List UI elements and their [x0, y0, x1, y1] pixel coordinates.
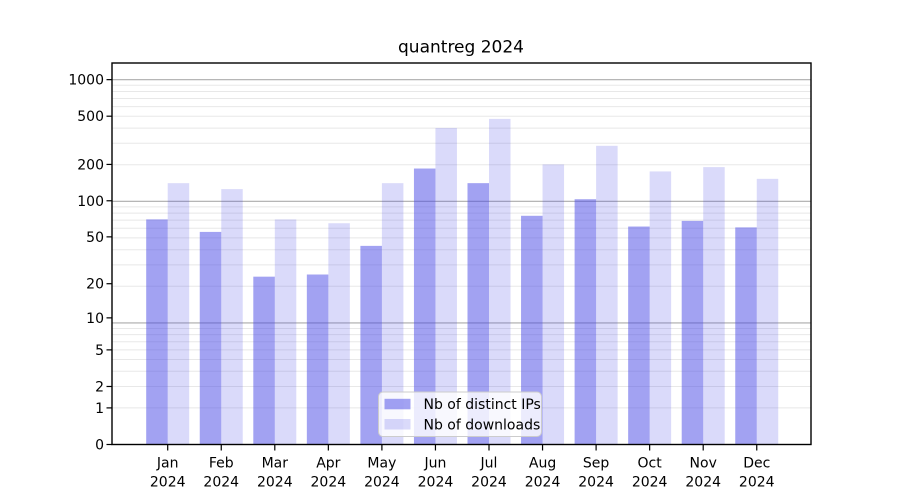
y-tick-label-1000: 1000 — [68, 73, 104, 89]
bar-ips-nov — [681, 220, 704, 445]
legend-swatch-downloads-icon — [384, 419, 411, 430]
bar-ips-dec — [735, 227, 757, 445]
chart-title: quantreg 2024 — [398, 38, 524, 58]
legend: Nb of distinct IPs Nb of downloads — [378, 391, 542, 437]
y-axis-ticks: 0 1 2 5 10 20 50 100 200 500 1000 — [68, 73, 112, 454]
bar-ips-jul — [467, 183, 489, 445]
bar-ips-may — [360, 245, 382, 445]
bar-ips-oct — [628, 226, 650, 445]
x-tick-label-year-jan: 2024 — [150, 475, 186, 491]
bar-downloads-may — [381, 183, 404, 445]
bar-downloads-aug — [542, 164, 565, 445]
x-tick-label-year-jul: 2024 — [471, 475, 507, 491]
x-tick-label-month-dec: Dec — [743, 456, 770, 472]
bar-downloads-jan — [167, 183, 190, 445]
y-tick-label-1: 1 — [95, 401, 104, 417]
bar-ips-mar — [253, 276, 275, 445]
x-tick-label-year-dec: 2024 — [739, 475, 775, 491]
x-tick-label-month-feb: Feb — [209, 456, 234, 472]
bar-downloads-dec — [756, 178, 779, 445]
legend-swatch-distinct-ips-icon — [384, 398, 411, 410]
y-tick-label-500: 500 — [77, 109, 104, 125]
y-tick-label-20: 20 — [86, 277, 104, 293]
x-tick-label-month-nov: Nov — [690, 456, 717, 472]
x-tick-label-month-mar: Mar — [262, 456, 289, 472]
x-axis-ticks: Jan 2024 Feb 2024 Mar 2024 Apr 2024 May 2024 Jun 20… — [150, 444, 775, 491]
bar-ips-aug — [521, 215, 543, 445]
bar-downloads-mar — [274, 219, 297, 445]
y-tick-label-10: 10 — [86, 311, 104, 327]
x-tick-label-year-may: 2024 — [364, 475, 400, 491]
bar-downloads-oct — [649, 171, 672, 445]
plot-border — [111, 62, 812, 446]
x-tick-label-month-sep: Sep — [583, 456, 610, 472]
x-tick-label-year-feb: 2024 — [203, 475, 239, 491]
x-tick-label-year-nov: 2024 — [685, 475, 721, 491]
legend-label-distinct-ips: Nb of distinct IPs — [424, 397, 541, 413]
bar-downloads-feb — [221, 189, 243, 445]
y-tick-label-5: 5 — [95, 343, 104, 359]
bar-ips-feb — [199, 231, 222, 445]
x-tick-label-month-jul: Jul — [480, 456, 498, 472]
y-tick-label-100: 100 — [77, 194, 104, 210]
x-tick-label-year-apr: 2024 — [311, 475, 347, 491]
legend-label-downloads: Nb of downloads — [424, 418, 541, 434]
x-tick-label-year-oct: 2024 — [632, 475, 668, 491]
y-tick-label-2: 2 — [95, 379, 104, 395]
bar-ips-apr — [306, 274, 329, 445]
bar-downloads-jun — [435, 127, 457, 445]
gridlines — [112, 79, 811, 409]
bar-downloads-apr — [328, 223, 350, 445]
legend-box — [378, 391, 542, 437]
x-tick-label-year-mar: 2024 — [257, 475, 293, 491]
x-tick-label-year-aug: 2024 — [525, 475, 561, 491]
bar-downloads-jul — [489, 118, 511, 445]
x-tick-label-month-aug: Aug — [529, 456, 556, 472]
x-tick-label-month-jun: Jun — [424, 456, 447, 472]
x-tick-label-month-apr: Apr — [316, 456, 340, 472]
bar-ips-jan — [146, 219, 168, 445]
y-tick-label-200: 200 — [77, 157, 104, 173]
bar-downloads-nov — [703, 167, 725, 445]
y-tick-label-0: 0 — [95, 438, 104, 454]
bar-downloads-sep — [596, 145, 618, 445]
x-tick-label-year-sep: 2024 — [578, 475, 614, 491]
bars — [146, 118, 779, 445]
y-tick-label-50: 50 — [86, 230, 104, 246]
x-tick-label-year-jun: 2024 — [418, 475, 454, 491]
x-tick-label-month-may: May — [367, 456, 396, 472]
bar-ips-jun — [413, 168, 436, 445]
bar-ips-sep — [574, 199, 597, 445]
x-tick-label-month-jan: Jan — [156, 456, 179, 472]
x-tick-label-month-oct: Oct — [638, 456, 663, 472]
